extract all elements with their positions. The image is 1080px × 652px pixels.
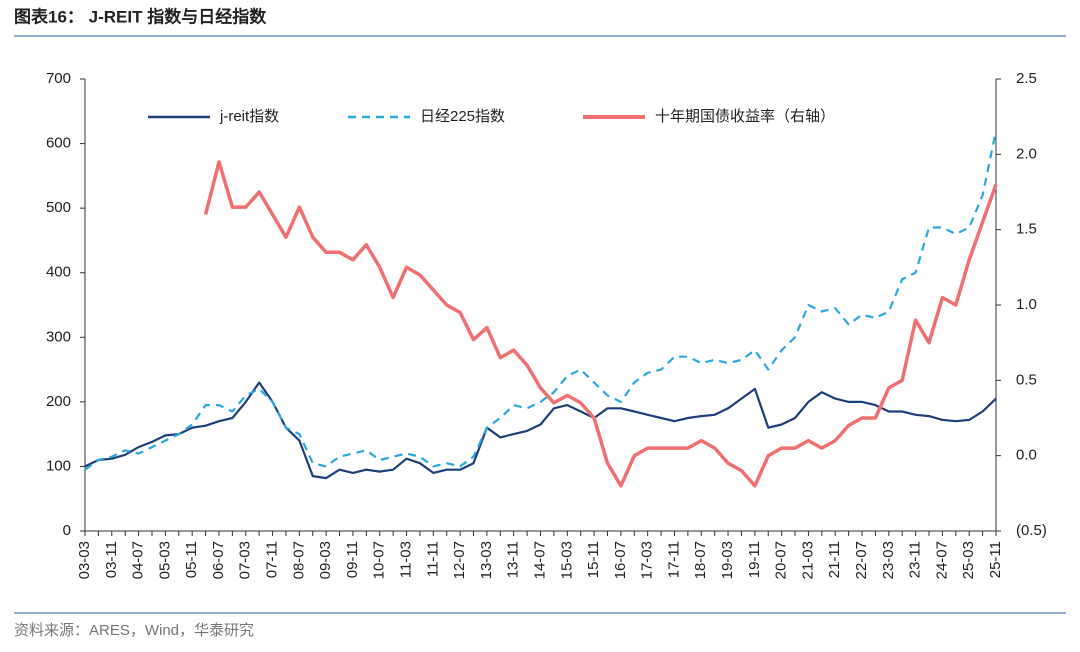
x-tick-label: 25-11 bbox=[987, 541, 1004, 578]
x-tick-label: 03-11 bbox=[103, 541, 120, 578]
x-tick-label: 14-07 bbox=[531, 541, 548, 579]
y-tick-label: 500 bbox=[46, 199, 71, 216]
x-tick-label: 09-11 bbox=[344, 541, 361, 578]
y2-tick-label: 1.5 bbox=[1016, 221, 1037, 238]
x-tick-label: 16-07 bbox=[612, 541, 629, 579]
x-tick-label: 18-07 bbox=[692, 541, 709, 579]
x-tick-label: 12-07 bbox=[451, 541, 468, 579]
y2-tick-label: (0.5) bbox=[1016, 522, 1047, 539]
y-tick-label: 400 bbox=[46, 264, 71, 281]
x-tick-label: 17-03 bbox=[639, 541, 656, 579]
legend-label: j-reit指数 bbox=[219, 108, 279, 125]
x-tick-label: 24-07 bbox=[933, 541, 950, 579]
x-tick-label: 21-03 bbox=[799, 541, 816, 579]
x-tick-label: 07-03 bbox=[237, 541, 254, 579]
x-tick-label: 07-11 bbox=[264, 541, 281, 578]
series-line bbox=[84, 130, 998, 471]
x-tick-label: 19-11 bbox=[746, 541, 763, 578]
x-tick-label: 23-11 bbox=[907, 541, 924, 578]
x-tick-label: 09-03 bbox=[317, 541, 334, 579]
x-tick-label: 05-03 bbox=[156, 541, 173, 579]
x-tick-label: 05-11 bbox=[183, 541, 200, 578]
y2-tick-label: 2.5 bbox=[1016, 70, 1037, 87]
chart-title: 图表16： J-REIT 指数与日经指数 bbox=[14, 6, 267, 26]
x-tick-label: 19-03 bbox=[719, 541, 736, 579]
x-tick-label: 13-03 bbox=[478, 541, 495, 579]
x-tick-label: 23-03 bbox=[880, 541, 897, 579]
series-line bbox=[203, 160, 998, 488]
y-tick-label: 300 bbox=[46, 328, 71, 345]
x-tick-label: 13-11 bbox=[505, 541, 522, 578]
y-tick-label: 100 bbox=[46, 457, 71, 474]
y-tick-label: 600 bbox=[46, 135, 71, 152]
x-tick-label: 06-07 bbox=[210, 541, 227, 579]
x-tick-label: 15-03 bbox=[558, 541, 575, 579]
y-tick-label: 700 bbox=[46, 70, 71, 87]
y2-tick-label: 2.0 bbox=[1016, 145, 1037, 162]
y-tick-label: 0 bbox=[63, 522, 71, 539]
x-tick-label: 20-07 bbox=[773, 541, 790, 579]
x-tick-label: 17-11 bbox=[665, 541, 682, 578]
x-tick-label: 10-07 bbox=[371, 541, 388, 579]
y2-tick-label: 1.0 bbox=[1016, 296, 1037, 313]
x-tick-label: 11-11 bbox=[424, 541, 441, 577]
series-line bbox=[84, 381, 997, 480]
x-tick-label: 15-11 bbox=[585, 541, 602, 578]
y2-tick-label: 0.5 bbox=[1016, 371, 1037, 388]
y2-tick-label: 0.0 bbox=[1016, 447, 1037, 464]
legend-label: 十年期国债收益率（右轴） bbox=[655, 108, 835, 125]
x-tick-label: 11-03 bbox=[397, 541, 414, 578]
y-tick-label: 200 bbox=[46, 393, 71, 410]
source: 资料来源：ARES，Wind，华泰研究 bbox=[14, 622, 254, 639]
legend-label: 日经225指数 bbox=[420, 108, 505, 125]
x-tick-label: 25-03 bbox=[960, 541, 977, 579]
x-tick-label: 04-07 bbox=[130, 541, 147, 579]
x-tick-label: 08-07 bbox=[290, 541, 307, 579]
x-tick-label: 21-11 bbox=[826, 541, 843, 578]
x-tick-label: 22-07 bbox=[853, 541, 870, 579]
x-tick-label: 03-03 bbox=[76, 541, 93, 579]
